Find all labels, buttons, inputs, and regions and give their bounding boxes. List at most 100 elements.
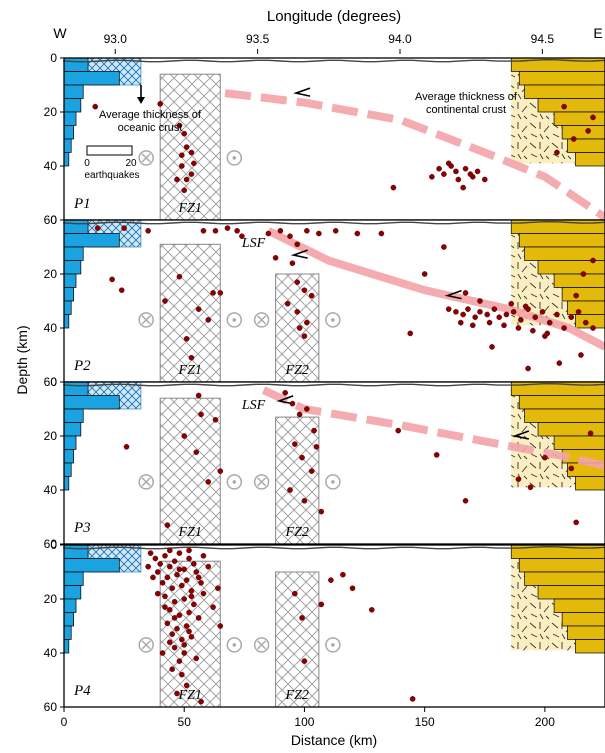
oceanic-histogram-bar [63, 544, 89, 559]
scale-bar-tick-20: 20 [125, 158, 137, 169]
earthquake-event [123, 443, 130, 450]
earthquake-event [171, 598, 178, 605]
earthquake-event [289, 260, 296, 267]
bottom-tick-label: 150 [415, 715, 435, 729]
out-of-page-symbol [325, 637, 341, 653]
oceanic-histogram-bar [63, 476, 70, 491]
earthquake-event [561, 325, 567, 331]
into-page-cross [257, 315, 267, 325]
into-page-symbol [253, 637, 270, 653]
topography-line [63, 220, 605, 225]
earthquake-event [568, 314, 575, 321]
earthquake-event [239, 233, 245, 239]
into-page-cross [141, 477, 151, 487]
earthquake-event [183, 577, 190, 583]
continental-histogram-bar [575, 152, 605, 167]
y-tick-label: 20 [44, 592, 58, 606]
earthquake-event [205, 563, 212, 570]
earthquake-event [433, 452, 440, 458]
earthquake-event [522, 303, 529, 310]
into-page-cross [141, 640, 151, 650]
fault-zone-label: FZ1 [178, 688, 202, 703]
earthquake-event [316, 230, 322, 237]
earthquake-event [462, 497, 469, 504]
earthquake-event [575, 308, 582, 315]
earthquake-event [453, 168, 459, 175]
earthquake-event [554, 311, 560, 318]
earthquake-event [299, 454, 305, 461]
earthquake-event [179, 582, 185, 589]
earthquake-event [313, 443, 320, 450]
fault-zone-fz1 [159, 397, 221, 545]
earthquake-event [164, 522, 171, 528]
earthquake-event [441, 244, 447, 250]
continental-histogram-bar [537, 422, 605, 437]
panel-p1: FZ1 0 20 40 60 P1 [44, 51, 605, 227]
earthquake-event [181, 130, 188, 137]
y-tick-label: 40 [44, 483, 58, 497]
oceanic-histogram-bar [63, 462, 72, 477]
out-of-page-symbol [226, 637, 243, 653]
continental-histogram-bar [561, 287, 605, 302]
panel-frame [63, 544, 605, 708]
earthquake-event [539, 308, 546, 315]
y-tick-label: 0 [50, 538, 57, 552]
earthquake-event [308, 468, 315, 474]
earthquake-event [582, 319, 589, 326]
panel-frame [63, 381, 605, 545]
panel-p3: FZ1 FZ2 LSF 0 20 40 60 P3 [44, 375, 605, 551]
earthquake-event [224, 225, 231, 231]
earthquake-event [568, 465, 575, 472]
oceanic-arrow-head [137, 97, 145, 104]
oceanic-histogram-bar [63, 585, 82, 600]
earthquake-event [188, 171, 195, 177]
slab-curve [224, 89, 605, 221]
topography-line [63, 545, 605, 550]
oceanic-histogram-bar [63, 233, 120, 248]
oceanic-histogram-bar [63, 571, 84, 586]
continental-histogram-bar [553, 111, 605, 126]
lsf-label: LSF [241, 236, 266, 251]
earthquake-event [166, 607, 173, 613]
earthquake-event [491, 306, 498, 312]
earthquake-event [304, 406, 310, 412]
fault-zone-fz1 [159, 73, 221, 221]
earthquake-event [580, 271, 587, 277]
earthquake-event [205, 317, 212, 323]
earthquake-event [164, 620, 171, 627]
earthquake-event [176, 273, 183, 280]
earthquake-event [191, 561, 197, 567]
earthquake-event [164, 574, 171, 581]
y-tick-label: 0 [50, 375, 57, 389]
earthquake-event [166, 563, 173, 570]
earthquake-event [469, 322, 476, 329]
earthquake-event [503, 311, 510, 318]
oceanic-histogram-bar [63, 111, 77, 126]
earthquake-event [287, 487, 293, 493]
earthquake-event [484, 311, 490, 318]
out-of-page-dot [331, 318, 335, 322]
earthquake-event [109, 276, 115, 283]
earthquake-event [294, 279, 301, 285]
earthquake-event [171, 615, 178, 621]
earthquake-event [176, 658, 183, 664]
earthquake-event [489, 344, 495, 350]
earthquake-event [284, 300, 291, 307]
earthquake-event [200, 553, 207, 559]
y-tick-label: 40 [44, 321, 58, 335]
earthquake-event [590, 257, 596, 264]
continental-crust-note-text: Average thickness of continental crust [415, 91, 518, 116]
earthquake-event [368, 607, 375, 613]
y-tick-label: 60 [44, 700, 58, 714]
into-page-symbol [138, 637, 154, 653]
earthquake-event [287, 233, 293, 239]
earthquake-event [421, 271, 428, 277]
oceanic-histogram-bar [63, 138, 72, 153]
earthquake-event [145, 227, 151, 234]
earthquake-event [292, 441, 298, 447]
earthquake-event [532, 314, 539, 321]
earthquake-event [455, 176, 462, 183]
earthquake-event [556, 360, 563, 366]
earthquake-event [94, 225, 101, 231]
earthquake-event [407, 330, 414, 337]
